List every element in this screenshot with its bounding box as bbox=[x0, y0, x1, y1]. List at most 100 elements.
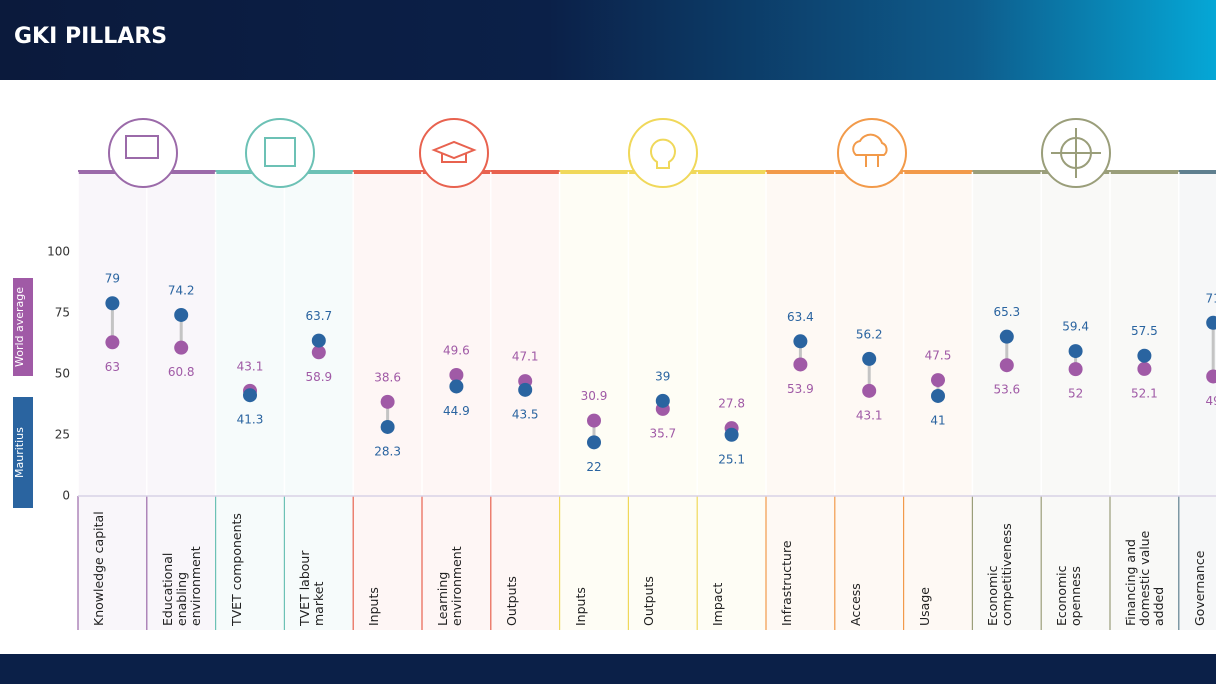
dot bbox=[793, 357, 808, 372]
x-tick-label: Outputs bbox=[503, 576, 519, 626]
header: GKI PILLARS bbox=[0, 0, 1216, 80]
dot bbox=[380, 394, 395, 409]
dot bbox=[311, 333, 326, 348]
value-label: 27.8 bbox=[718, 397, 745, 411]
legend-world: World average bbox=[13, 278, 33, 376]
x-tick-label: Knowledge capital bbox=[91, 511, 106, 626]
x-tick-label: Economic competitiveness bbox=[985, 523, 1015, 626]
legend-mauritius: Mauritius bbox=[13, 397, 33, 508]
x-tick-label: Inputs bbox=[366, 587, 382, 626]
x-tick-label: Impact bbox=[710, 582, 726, 626]
icon bbox=[1051, 128, 1101, 178]
dot bbox=[931, 373, 945, 388]
icon bbox=[264, 137, 296, 167]
value-label: 41 bbox=[930, 413, 945, 427]
dot bbox=[655, 393, 670, 408]
column-bg bbox=[1110, 172, 1179, 630]
dot bbox=[311, 345, 326, 360]
value-label: 79 bbox=[105, 272, 120, 286]
x-tick-label: TVET labour market bbox=[297, 550, 327, 626]
column-bg bbox=[697, 172, 766, 630]
x-tick-label: Learning environment bbox=[435, 546, 464, 626]
column-bg bbox=[146, 172, 216, 630]
icon bbox=[108, 118, 178, 188]
x-tick-label: Access bbox=[847, 583, 863, 626]
value-label: 22 bbox=[586, 460, 601, 474]
x-tick-label: Outputs bbox=[641, 576, 657, 626]
value-label: 49.6 bbox=[443, 343, 470, 357]
column-bg bbox=[834, 172, 904, 630]
value-label: 63.4 bbox=[787, 310, 814, 324]
y-tick-label: 100 bbox=[47, 245, 70, 259]
column-bg bbox=[1041, 172, 1110, 630]
value-label: 60.8 bbox=[168, 365, 195, 379]
icon bbox=[650, 138, 676, 169]
footer bbox=[0, 654, 1216, 684]
value-label: 39 bbox=[655, 369, 670, 383]
dot bbox=[793, 334, 808, 349]
value-label: 41.3 bbox=[237, 413, 264, 427]
dot bbox=[105, 296, 120, 311]
column-bg bbox=[490, 172, 560, 630]
dot bbox=[999, 329, 1014, 344]
dot bbox=[1137, 348, 1152, 363]
dot bbox=[999, 358, 1014, 373]
y-tick-label: 50 bbox=[55, 367, 70, 381]
dot bbox=[105, 335, 120, 350]
column-bg bbox=[78, 172, 147, 630]
value-label: 28.3 bbox=[374, 444, 401, 458]
column-bg bbox=[559, 172, 629, 630]
value-label: 63.7 bbox=[305, 309, 332, 323]
value-label: 56.2 bbox=[856, 327, 883, 341]
dot bbox=[174, 307, 189, 322]
dot bbox=[243, 388, 257, 403]
x-tick-label: Financing and domestic value added bbox=[1123, 530, 1166, 626]
x-tick-label: Inputs bbox=[572, 587, 588, 626]
icon bbox=[628, 118, 698, 188]
x-tick-label: Economic openness bbox=[1054, 565, 1084, 626]
icons bbox=[108, 118, 1111, 188]
value-label: 43.1 bbox=[856, 408, 883, 422]
chart: 0 25 50 75 100 63 79 60.8 74.2 43.1 41.3 58.9 63.7 38… bbox=[47, 118, 1216, 630]
x-tick-label: Governance bbox=[1191, 550, 1207, 626]
value-label: 57.5 bbox=[1131, 324, 1158, 338]
y-tick-label: 0 bbox=[62, 489, 70, 503]
value-label: 38.6 bbox=[374, 370, 401, 384]
icon bbox=[852, 133, 888, 167]
icon bbox=[419, 118, 489, 188]
x-tick-label: TVET components bbox=[228, 513, 244, 626]
dot bbox=[1068, 362, 1083, 377]
value-label: 47.1 bbox=[512, 350, 539, 364]
value-label: 52 bbox=[1068, 387, 1083, 401]
column-bg bbox=[422, 172, 491, 630]
dot bbox=[724, 427, 739, 442]
title: GKI PILLARS bbox=[14, 24, 168, 49]
dot bbox=[174, 340, 189, 355]
column-bg bbox=[1178, 172, 1216, 630]
icon bbox=[125, 135, 159, 159]
icon bbox=[837, 118, 907, 188]
dot bbox=[1206, 369, 1216, 384]
value-label: 63 bbox=[105, 360, 120, 374]
x-tick-label: Infrastructure bbox=[779, 540, 794, 626]
value-label: 43.1 bbox=[237, 359, 264, 373]
dot bbox=[518, 382, 533, 397]
value-label: 71 bbox=[1206, 291, 1216, 305]
value-label: 30.9 bbox=[581, 389, 608, 403]
value-label: 53.6 bbox=[993, 383, 1020, 397]
value-label: 49 bbox=[1206, 394, 1216, 408]
column-bg bbox=[284, 172, 354, 630]
dot bbox=[1206, 315, 1216, 330]
dot bbox=[587, 435, 601, 450]
x-tick-label: Educational enabling environment bbox=[159, 546, 203, 626]
dot bbox=[380, 419, 395, 434]
value-label: 52.1 bbox=[1131, 386, 1158, 400]
value-label: 74.2 bbox=[168, 283, 195, 297]
dot bbox=[931, 388, 945, 403]
value-label: 59.4 bbox=[1062, 320, 1089, 334]
dot bbox=[587, 413, 601, 428]
x-tick-label: Usage bbox=[916, 587, 932, 626]
value-label: 35.7 bbox=[649, 426, 676, 440]
y-tick-label: 75 bbox=[55, 306, 70, 320]
icon bbox=[431, 140, 477, 163]
